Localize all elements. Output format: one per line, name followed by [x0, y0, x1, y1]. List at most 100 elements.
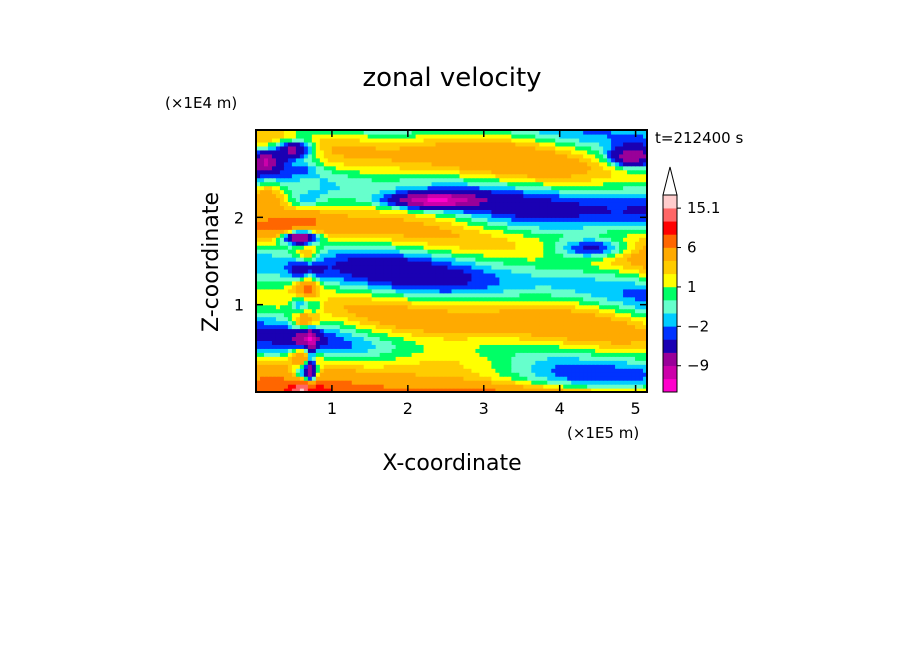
contour-cell — [283, 272, 289, 278]
contour-cell — [615, 201, 620, 207]
contour-cell — [279, 209, 285, 214]
contour-cell — [559, 205, 564, 210]
contour-cell — [635, 372, 640, 377]
contour-cell — [531, 304, 536, 310]
contour-cell — [607, 233, 612, 238]
contour-cell — [451, 276, 457, 282]
contour-cell — [507, 292, 512, 298]
contour-cell — [571, 352, 576, 357]
contour-cell — [523, 280, 528, 286]
contour-cell — [455, 221, 461, 226]
contour-cell — [579, 268, 584, 274]
contour-cell — [507, 300, 512, 306]
contour-cell — [359, 380, 365, 385]
contour-cell — [379, 316, 385, 322]
contour-cell — [327, 320, 333, 326]
contour-cell — [455, 380, 461, 385]
contour-cell — [343, 296, 349, 302]
contour-cell — [515, 245, 520, 250]
contour-cell — [335, 292, 341, 298]
contour-cell — [591, 372, 596, 377]
contour-cell — [363, 352, 369, 357]
contour-cell — [495, 264, 500, 270]
contour-cell — [579, 336, 584, 341]
contour-cell — [355, 312, 361, 318]
contour-cell — [623, 300, 628, 306]
contour-cell — [407, 257, 413, 262]
contour-cell — [635, 237, 640, 242]
contour-cell — [535, 376, 540, 381]
contour-cell — [483, 304, 489, 310]
contour-cell — [343, 193, 349, 199]
contour-cell — [299, 257, 305, 262]
contour-cell — [503, 300, 508, 306]
contour-cell — [375, 213, 381, 218]
contour-cell — [403, 364, 409, 369]
contour-cell — [599, 364, 604, 369]
contour-cell — [631, 368, 636, 373]
contour-cell — [559, 264, 564, 270]
contour-cell — [383, 344, 389, 349]
contour-cell — [295, 217, 301, 222]
contour-cell — [419, 268, 425, 274]
contour-cell — [615, 193, 620, 199]
contour-cell — [287, 241, 293, 246]
contour-cell — [511, 241, 516, 246]
contour-cell — [256, 205, 261, 210]
contour-cell — [583, 261, 588, 266]
contour-cell — [391, 201, 397, 207]
contour-cell — [383, 225, 389, 230]
contour-cell — [331, 205, 337, 210]
contour-cell — [575, 268, 580, 274]
contour-cell — [335, 340, 341, 345]
contour-cell — [487, 388, 492, 392]
contour-cell — [555, 272, 560, 278]
contour-cell — [319, 217, 325, 222]
contour-cell — [495, 312, 500, 318]
contour-cell — [563, 340, 568, 345]
contour-cell — [467, 193, 473, 199]
contour-cell — [379, 209, 385, 214]
contour-cell — [471, 348, 477, 353]
contour-cell — [631, 328, 636, 334]
contour-cell — [587, 344, 592, 349]
contour-cell — [603, 257, 608, 262]
contour-cell — [271, 249, 277, 254]
contour-cell — [331, 292, 337, 298]
contour-cell — [315, 221, 321, 226]
contour-cell — [583, 233, 588, 238]
contour-cell — [567, 320, 572, 326]
contour-cell — [271, 376, 277, 381]
contour-cell — [435, 217, 441, 222]
contour-cell — [263, 280, 269, 286]
contour-cell — [627, 320, 632, 326]
contour-cell — [635, 257, 640, 262]
contour-cell — [519, 384, 524, 389]
contour-cell — [579, 316, 584, 322]
contour-cell — [323, 352, 329, 357]
contour-cell — [579, 340, 584, 345]
contour-cell — [443, 372, 449, 377]
contour-cell — [431, 229, 437, 234]
contour-cell — [599, 257, 604, 262]
contour-cell — [627, 348, 632, 353]
contour-cell — [527, 308, 532, 314]
contour-cell — [531, 249, 536, 254]
contour-cell — [415, 205, 421, 210]
contour-cell — [379, 332, 385, 338]
contour-cell — [595, 205, 600, 210]
contour-cell — [515, 225, 520, 230]
contour-cell — [415, 360, 421, 365]
contour-cell — [563, 332, 568, 338]
contour-cell — [583, 268, 588, 274]
contour-cell — [399, 284, 405, 290]
contour-cell — [279, 316, 285, 322]
contour-cell — [475, 384, 481, 389]
contour-cell — [335, 253, 341, 258]
contour-cell — [411, 205, 417, 210]
contour-cell — [471, 308, 477, 314]
contour-cell — [423, 308, 429, 314]
contour-cell — [359, 376, 365, 381]
contour-cell — [503, 372, 508, 377]
contour-cell — [431, 288, 437, 294]
